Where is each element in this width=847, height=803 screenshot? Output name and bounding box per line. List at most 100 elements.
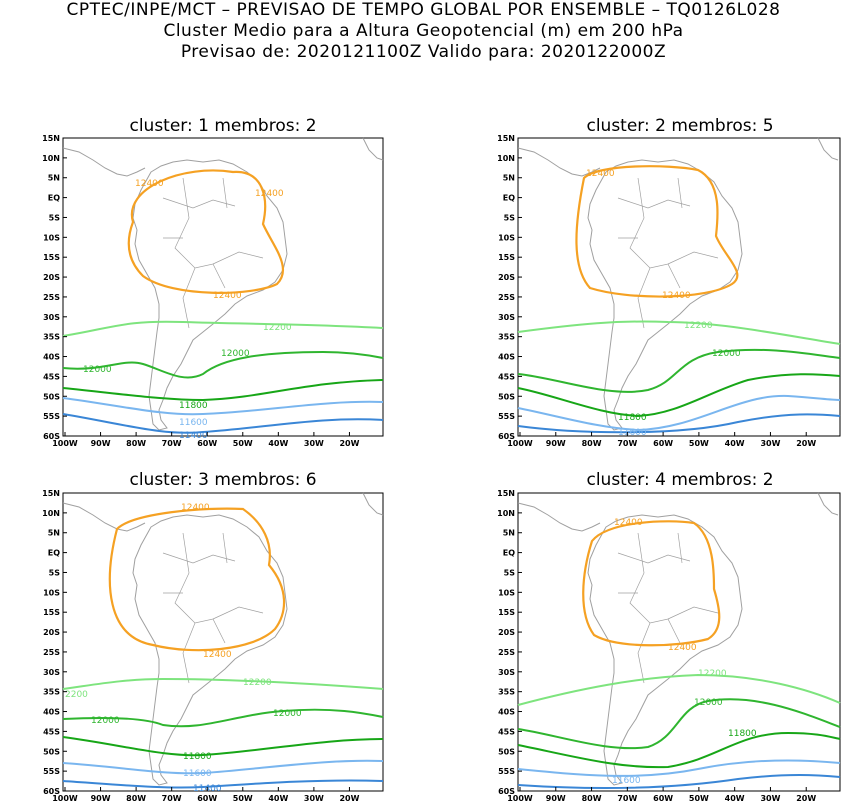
contour-label: 11400 — [179, 431, 208, 441]
lat-tick-label: EQ — [503, 549, 515, 558]
lon-tick-label: 80W — [126, 439, 146, 448]
lon-tick-label: 30W — [304, 794, 324, 803]
lon-tick-label: 50W — [689, 794, 709, 803]
lat-tick-label: 30S — [498, 313, 515, 322]
lat-tick-label: 20S — [498, 273, 515, 282]
panel-cluster-4: cluster: 4 membros: 2 12400 12400 12200 … — [517, 470, 841, 792]
lat-tick-label: 5S — [49, 213, 61, 222]
contour-label: 11800 — [618, 413, 647, 423]
lat-tick-label: 5N — [48, 529, 60, 538]
contour-12000 — [62, 708, 384, 728]
lat-tick-label: 25S — [43, 648, 60, 657]
lat-tick-label: 25S — [498, 648, 515, 657]
contour-label: 12200 — [698, 669, 727, 679]
panel-title: cluster: 4 membros: 2 — [586, 470, 773, 490]
lat-tick-label: 45S — [498, 727, 515, 736]
contour-11600 — [62, 397, 384, 416]
lon-tick-label: 30W — [760, 439, 780, 448]
panel-title: cluster: 2 membros: 5 — [586, 116, 773, 136]
lat-tick-label: 35S — [498, 333, 515, 342]
contour-11600 — [517, 759, 841, 777]
panel-cluster-1: cluster: 1 membros: 2 12400 12400 12400 … — [62, 116, 384, 441]
contour-label: 12400 — [213, 291, 242, 301]
contour-label: 11800 — [179, 401, 208, 411]
lat-tick-label: 15N — [42, 134, 60, 143]
contour-12200 — [517, 320, 841, 345]
lat-tick-label: 15S — [498, 253, 515, 262]
contour-11600 — [62, 759, 384, 775]
lat-tick-label: 15N — [42, 489, 60, 498]
lat-tick-label: 50S — [43, 747, 60, 756]
lon-tick-label: 80W — [582, 439, 602, 448]
contour-label: 12000 — [91, 716, 120, 726]
lon-tick-label: 60W — [197, 439, 217, 448]
contour-12400 — [575, 165, 739, 298]
lon-tick-label: 70W — [162, 794, 182, 803]
lat-tick-label: 40S — [43, 708, 60, 717]
lon-tick-label: 40W — [268, 439, 288, 448]
contour-12200 — [62, 677, 384, 690]
lat-tick-label: 55S — [43, 412, 60, 421]
contour-11400 — [62, 413, 384, 434]
lon-tick-label: 100W — [507, 794, 533, 803]
contour-label: 11600 — [179, 418, 208, 428]
lat-tick-label: 15S — [43, 608, 60, 617]
lat-tick-label: 30S — [43, 313, 60, 322]
contour-label: 12400 — [668, 643, 697, 653]
lat-tick-label: 15N — [497, 489, 515, 498]
contour-label: 12400 — [662, 291, 691, 301]
lon-tick-label: 60W — [653, 794, 673, 803]
lat-tick-label: 20S — [498, 628, 515, 637]
lat-tick-label: 30S — [498, 668, 515, 677]
contour-12200 — [517, 673, 841, 706]
contour-label: 11800 — [728, 729, 757, 739]
lon-tick-label: 80W — [126, 794, 146, 803]
panel-title: cluster: 1 membros: 2 — [129, 116, 316, 136]
lat-tick-label: 20S — [43, 273, 60, 282]
contour-label: 12000 — [694, 698, 723, 708]
contour-label: 12400 — [181, 503, 210, 513]
lon-tick-label: 20W — [796, 794, 816, 803]
contour-label: 2200 — [65, 690, 88, 700]
contour-label: 12400 — [203, 650, 232, 660]
lat-tick-label: 55S — [498, 767, 515, 776]
contour-label: 12200 — [263, 323, 292, 333]
lat-tick-label: 5S — [49, 568, 61, 577]
lat-tick-label: 35S — [43, 333, 60, 342]
lon-tick-label: 90W — [546, 439, 566, 448]
lat-tick-label: EQ — [503, 194, 515, 203]
lat-tick-label: 10N — [42, 509, 60, 518]
header-line-3: Previsao de: 2020121100Z Valido para: 20… — [180, 42, 667, 62]
contour-label: 12000 — [221, 349, 250, 359]
contour-label: 11600 — [183, 769, 212, 779]
contour-12400 — [108, 507, 286, 652]
header-line-2: Cluster Medio para a Altura Geopotencial… — [163, 21, 684, 41]
lat-tick-label: EQ — [48, 549, 60, 558]
lat-tick-label: 60S — [43, 432, 60, 441]
lat-tick-label: 40S — [43, 353, 60, 362]
lon-tick-label: 50W — [689, 439, 709, 448]
lat-tick-label: 55S — [43, 767, 60, 776]
contour-12400 — [127, 169, 284, 294]
contour-label: 12000 — [273, 709, 302, 719]
lat-tick-label: 5N — [503, 529, 515, 538]
lon-tick-label: 90W — [91, 439, 111, 448]
contour-label: 12400 — [255, 189, 284, 199]
lat-tick-label: 50S — [498, 392, 515, 401]
lat-tick-label: 60S — [43, 787, 60, 796]
lat-tick-label: 45S — [43, 372, 60, 381]
lat-tick-label: 5N — [503, 174, 515, 183]
lon-tick-label: 90W — [546, 794, 566, 803]
lat-tick-label: 5S — [504, 213, 516, 222]
lon-tick-label: 80W — [582, 794, 602, 803]
lon-tick-label: 100W — [52, 439, 78, 448]
lat-tick-label: 35S — [43, 688, 60, 697]
header-line-1: CPTEC/INPE/MCT – PREVISAO DE TEMPO GLOBA… — [66, 0, 781, 20]
lat-tick-label: 20S — [43, 628, 60, 637]
contour-label: 12400 — [586, 169, 615, 179]
lon-tick-label: 70W — [617, 439, 637, 448]
lon-tick-label: 50W — [233, 439, 253, 448]
lat-tick-label: 10N — [497, 509, 515, 518]
contour-12400 — [582, 520, 721, 647]
